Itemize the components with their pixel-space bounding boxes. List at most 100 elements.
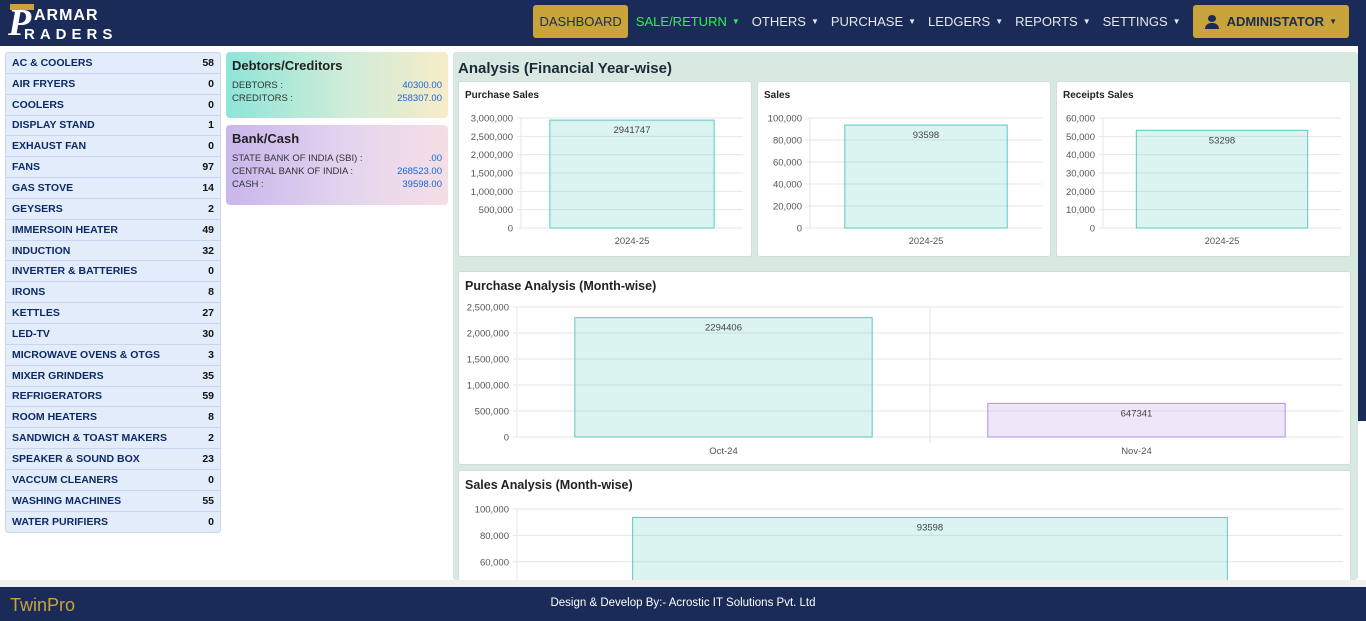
stock-item-name: MICROWAVE OVENS & OTGS xyxy=(12,348,160,361)
stock-item[interactable]: IRONS 8 xyxy=(6,282,220,304)
bank-value[interactable]: .00 xyxy=(428,153,442,164)
y-tick-label: 40,000 xyxy=(1066,150,1095,161)
footer-logo: TwinPro xyxy=(10,595,76,615)
caret-down-icon: ▼ xyxy=(995,17,1004,26)
stock-item[interactable]: ROOM HEATERS 8 xyxy=(6,407,220,429)
bar[interactable] xyxy=(987,402,1286,438)
stock-item[interactable]: DISPLAY STAND 1 xyxy=(6,116,220,137)
brand-logo[interactable]: P ARMAR RADERS xyxy=(8,4,116,42)
nav-settings[interactable]: SETTINGS ▼ xyxy=(1097,5,1187,38)
stock-item-count: 3 xyxy=(208,348,214,361)
stock-item[interactable]: VACCUM CLEANERS 0 xyxy=(6,470,220,491)
y-tick-label: 0 xyxy=(504,433,509,444)
stock-item[interactable]: GAS STOVE 14 xyxy=(6,178,220,199)
stock-item-name: IRONS xyxy=(12,286,46,299)
sales-analysis-chart-panel: Sales Analysis (Month-wise) 60,000 80,000… xyxy=(458,470,1351,580)
stock-item[interactable]: MIXER GRINDERS 35 xyxy=(6,366,220,387)
y-tick-label: 0 xyxy=(508,224,513,235)
bar-value-label: 93598 xyxy=(917,522,943,533)
stock-item[interactable]: MICROWAVE OVENS & OTGS 3 xyxy=(6,345,220,366)
card-title: Debtors/Creditors xyxy=(232,58,343,73)
stock-item[interactable]: GEYSERS 2 xyxy=(6,199,220,220)
stock-item[interactable]: WATER PURIFIERS 0 xyxy=(6,512,220,533)
nav-dashboard-label: DASHBOARD xyxy=(539,14,622,29)
stock-item-name: FANS xyxy=(12,161,41,174)
stock-item[interactable]: INVERTER & BATTERIES 0 xyxy=(6,261,220,283)
cash-value[interactable]: 39598.00 xyxy=(402,179,442,190)
nav-settings-label: SETTINGS xyxy=(1102,14,1168,29)
stock-item[interactable]: EXHAUST FAN 0 xyxy=(6,136,220,158)
stock-item-name: ROOM HEATERS xyxy=(12,411,97,424)
nav-reports[interactable]: REPORTS ▼ xyxy=(1009,5,1097,38)
nav-admin-menu[interactable]: ADMINISTATOR ▼ xyxy=(1192,5,1349,38)
stock-item-count: 23 xyxy=(202,452,214,465)
stock-item[interactable]: IMMERSOIN HEATER 49 xyxy=(6,220,220,241)
x-tick-label: Oct-24 xyxy=(709,446,738,457)
y-tick-label: 30,000 xyxy=(1066,169,1095,180)
stock-item[interactable]: FANS 97 xyxy=(6,157,220,179)
stock-item[interactable]: LED-TV 30 xyxy=(6,324,220,345)
y-tick-label: 3,000,000 xyxy=(471,114,513,125)
stock-item[interactable]: KETTLES 27 xyxy=(6,303,220,324)
x-tick-label: 2024-25 xyxy=(909,236,944,247)
stock-item[interactable]: AC & COOLERS 58 xyxy=(6,53,220,74)
y-tick-label: 500,000 xyxy=(479,205,513,216)
stock-item-name: GAS STOVE xyxy=(12,181,74,194)
creditors-row: CREDITORS : 258307.00 xyxy=(232,92,442,105)
stock-item-count: 58 xyxy=(202,56,214,69)
bar[interactable] xyxy=(1135,129,1309,229)
y-tick-label: 1,500,000 xyxy=(471,169,513,180)
chart-title: Sales Analysis (Month-wise) xyxy=(465,478,633,492)
creditors-value[interactable]: 258307.00 xyxy=(397,93,442,104)
debtors-value[interactable]: 40300.00 xyxy=(402,80,442,91)
debtors-row: DEBTORS : 40300.00 xyxy=(232,79,442,92)
stock-item-name: EXHAUST FAN xyxy=(12,140,87,153)
cash-label: CASH : xyxy=(232,179,264,190)
user-icon xyxy=(1204,14,1219,29)
y-tick-label: 0 xyxy=(797,224,802,235)
stock-item[interactable]: COOLERS 0 xyxy=(6,95,220,116)
y-tick-label: 50,000 xyxy=(1066,132,1095,143)
bar[interactable] xyxy=(844,124,1008,229)
chart-title: Receipts Sales xyxy=(1063,90,1134,101)
bank-label: CENTRAL BANK OF INDIA : xyxy=(232,166,354,177)
bar[interactable] xyxy=(574,317,873,438)
y-tick-label: 20,000 xyxy=(773,202,802,213)
stock-item-name: KETTLES xyxy=(12,307,60,320)
debtors-label: DEBTORS : xyxy=(232,80,284,91)
caret-down-icon: ▼ xyxy=(1172,17,1181,26)
stock-item[interactable]: AIR FRYERS 0 xyxy=(6,74,220,95)
nav-purchase-label: PURCHASE xyxy=(830,14,904,29)
stock-item-count: 59 xyxy=(202,390,214,403)
stock-item[interactable]: WASHING MACHINES 55 xyxy=(6,491,220,512)
stock-item[interactable]: REFRIGERATORS 59 xyxy=(6,387,220,408)
nav-others[interactable]: OTHERS ▼ xyxy=(746,5,825,38)
scrollbar[interactable] xyxy=(1358,46,1366,421)
stock-item[interactable]: SPEAKER & SOUND BOX 23 xyxy=(6,449,220,470)
sales-analysis-chart: 60,000 80,000 100,000 93598 xyxy=(475,505,1343,580)
nav-sale-return[interactable]: SALE/RETURN ▼ xyxy=(630,5,746,38)
stock-item[interactable]: SANDWICH & TOAST MAKERS 2 xyxy=(6,428,220,450)
receipts-sales-chart-panel: Receipts Sales 0 10,000 20,000 30,000 40,000… xyxy=(1056,81,1351,257)
caret-down-icon: ▼ xyxy=(908,17,917,26)
sales-chart: 0 20,000 40,000 60,000 80,000 100,000 93598 202… xyxy=(768,114,1042,247)
bar-value-label: 93598 xyxy=(913,130,939,141)
brand-logo-letter: P xyxy=(8,2,35,44)
y-tick-label: 60,000 xyxy=(773,158,802,169)
stock-item-count: 8 xyxy=(208,286,214,299)
stock-item-name: SANDWICH & TOAST MAKERS xyxy=(12,432,167,445)
bank-value[interactable]: 268523.00 xyxy=(397,166,442,177)
y-tick-label: 20,000 xyxy=(1066,187,1095,198)
bar-value-label: 2941747 xyxy=(614,125,651,136)
bar[interactable] xyxy=(549,119,715,229)
nav-purchase[interactable]: PURCHASE ▼ xyxy=(825,5,922,38)
nav-ledgers[interactable]: LEDGERS ▼ xyxy=(922,5,1009,38)
stock-item[interactable]: INDUCTION 32 xyxy=(6,241,220,262)
stock-item-count: 0 xyxy=(208,77,214,90)
receipts-sales-chart: 0 10,000 20,000 30,000 40,000 50,000 60,000 532… xyxy=(1066,114,1341,247)
stock-item-count: 8 xyxy=(208,411,214,424)
nav-dashboard[interactable]: DASHBOARD xyxy=(533,5,628,38)
stock-item-count: 0 xyxy=(208,265,214,278)
bar[interactable] xyxy=(632,516,1228,580)
stock-item-name: SPEAKER & SOUND BOX xyxy=(12,452,140,465)
